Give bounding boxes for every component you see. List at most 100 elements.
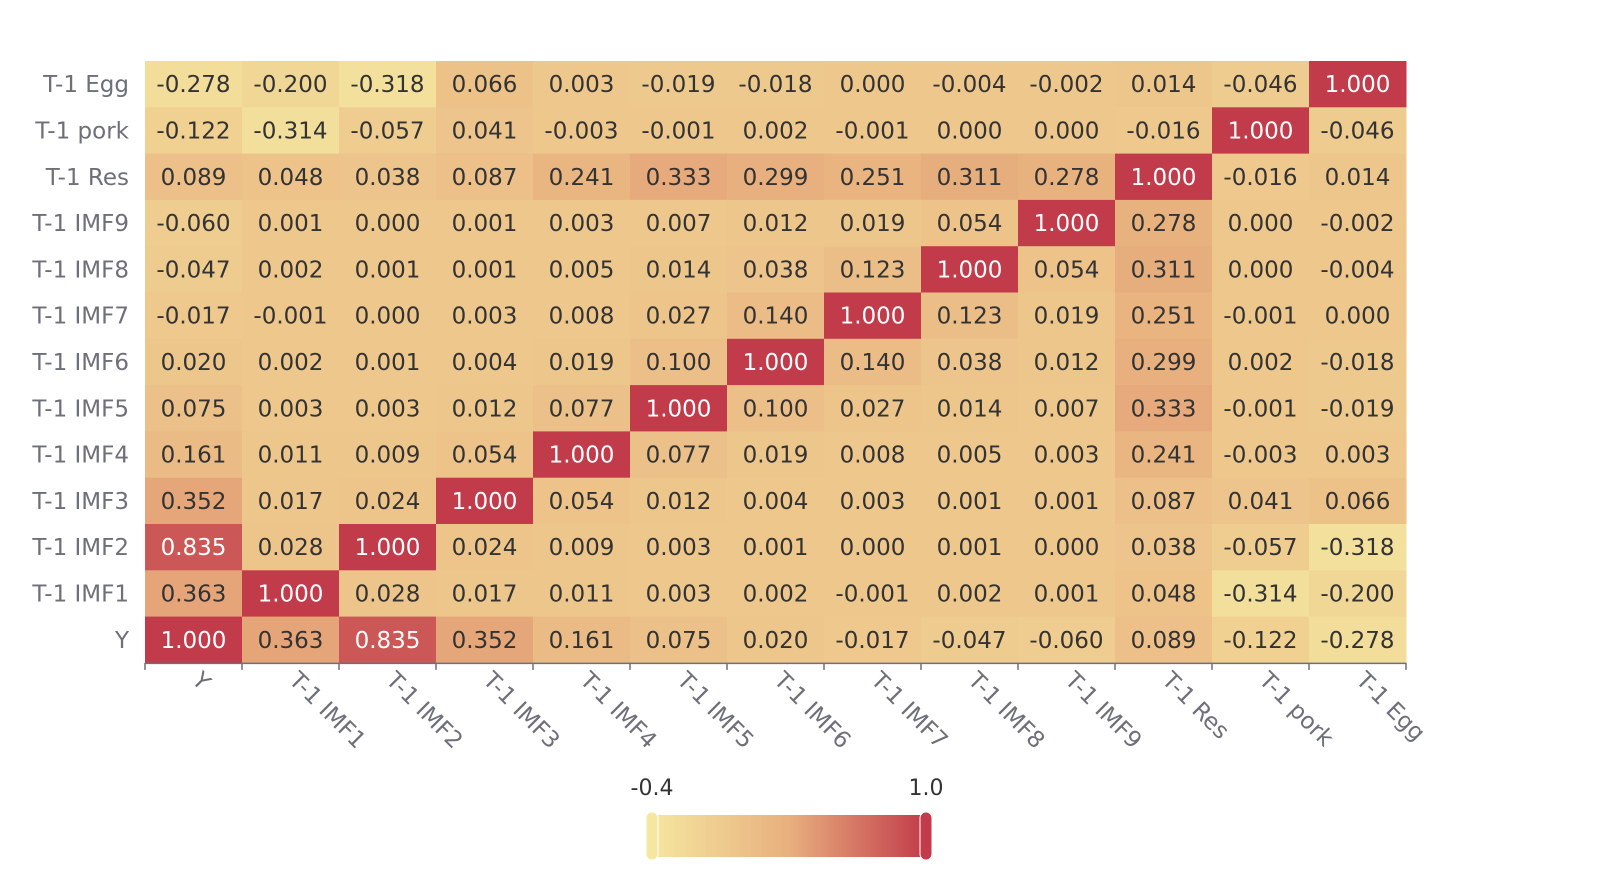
heatmap-cell[interactable] <box>533 616 631 664</box>
heatmap-cell[interactable] <box>727 246 825 293</box>
heatmap-cell[interactable] <box>436 338 534 386</box>
heatmap-cell[interactable] <box>1309 431 1407 479</box>
heatmap-cell[interactable] <box>436 292 534 340</box>
heatmap-cell[interactable] <box>1018 246 1116 293</box>
heatmap-cell[interactable] <box>630 292 728 340</box>
heatmap-cell[interactable] <box>242 477 340 525</box>
heatmap-cell[interactable] <box>921 385 1019 432</box>
heatmap-cell[interactable] <box>727 431 825 479</box>
heatmap-cell[interactable] <box>533 385 631 432</box>
heatmap-cell[interactable] <box>824 616 922 664</box>
heatmap-cell[interactable] <box>1018 199 1116 247</box>
heatmap-cell[interactable] <box>1309 385 1407 432</box>
heatmap-cell[interactable] <box>436 477 534 525</box>
heatmap-cell[interactable] <box>921 292 1019 340</box>
heatmap-cell[interactable] <box>727 570 825 618</box>
heatmap-cell[interactable] <box>436 524 534 571</box>
heatmap-cell[interactable] <box>630 153 728 201</box>
heatmap-cell[interactable] <box>242 431 340 479</box>
heatmap-cell[interactable] <box>630 385 728 432</box>
heatmap-cell[interactable] <box>1212 385 1310 432</box>
heatmap-cell[interactable] <box>630 431 728 479</box>
visual-map-min-handle[interactable] <box>645 811 659 861</box>
heatmap-cell[interactable] <box>727 338 825 386</box>
heatmap-cell[interactable] <box>727 61 825 108</box>
heatmap-cell[interactable] <box>1212 292 1310 340</box>
heatmap-cell[interactable] <box>630 616 728 664</box>
heatmap-cell[interactable] <box>145 385 243 432</box>
heatmap-cell[interactable] <box>630 107 728 155</box>
heatmap-cell[interactable] <box>1018 61 1116 108</box>
heatmap-cell[interactable] <box>436 61 534 108</box>
heatmap-cell[interactable] <box>145 153 243 201</box>
visual-map-max-handle[interactable] <box>919 811 933 861</box>
heatmap-cell[interactable] <box>242 292 340 340</box>
heatmap-cell[interactable] <box>824 524 922 571</box>
heatmap-cell[interactable] <box>921 338 1019 386</box>
heatmap-cell[interactable] <box>1212 107 1310 155</box>
heatmap-cell[interactable] <box>145 61 243 108</box>
heatmap-cell[interactable] <box>339 385 437 432</box>
heatmap-cell[interactable] <box>727 107 825 155</box>
heatmap-cell[interactable] <box>1309 616 1407 664</box>
heatmap-cell[interactable] <box>824 477 922 525</box>
heatmap-cell[interactable] <box>1212 477 1310 525</box>
heatmap-cell[interactable] <box>630 477 728 525</box>
heatmap-cell[interactable] <box>145 524 243 571</box>
heatmap-cell[interactable] <box>824 107 922 155</box>
heatmap-cell[interactable] <box>824 246 922 293</box>
heatmap-cell[interactable] <box>921 431 1019 479</box>
heatmap-cell[interactable] <box>1115 524 1213 571</box>
heatmap-cell[interactable] <box>824 385 922 432</box>
heatmap-cell[interactable] <box>1115 199 1213 247</box>
heatmap-cell[interactable] <box>921 246 1019 293</box>
heatmap-cell[interactable] <box>824 431 922 479</box>
heatmap-cell[interactable] <box>1115 385 1213 432</box>
heatmap-cell[interactable] <box>533 246 631 293</box>
heatmap-cell[interactable] <box>339 524 437 571</box>
heatmap-cell[interactable] <box>1018 524 1116 571</box>
heatmap-cell[interactable] <box>533 199 631 247</box>
heatmap-cell[interactable] <box>1309 570 1407 618</box>
heatmap-cell[interactable] <box>824 61 922 108</box>
heatmap-cell[interactable] <box>921 524 1019 571</box>
heatmap-cell[interactable] <box>1212 338 1310 386</box>
heatmap-cell[interactable] <box>1018 153 1116 201</box>
heatmap-cell[interactable] <box>339 61 437 108</box>
heatmap-cell[interactable] <box>824 199 922 247</box>
heatmap-cell[interactable] <box>630 524 728 571</box>
heatmap-cell[interactable] <box>1115 477 1213 525</box>
heatmap-cell[interactable] <box>630 61 728 108</box>
heatmap-cell[interactable] <box>436 431 534 479</box>
heatmap-cell[interactable] <box>630 570 728 618</box>
heatmap-cell[interactable] <box>242 199 340 247</box>
heatmap-cell[interactable] <box>1212 431 1310 479</box>
heatmap-cell[interactable] <box>339 477 437 525</box>
heatmap-cell[interactable] <box>1212 524 1310 571</box>
heatmap-cell[interactable] <box>1309 338 1407 386</box>
heatmap-cell[interactable] <box>1018 385 1116 432</box>
heatmap-cell[interactable] <box>1018 431 1116 479</box>
heatmap-cell[interactable] <box>145 338 243 386</box>
heatmap-cell[interactable] <box>1018 338 1116 386</box>
heatmap-cell[interactable] <box>1309 477 1407 525</box>
heatmap-cell[interactable] <box>145 292 243 340</box>
heatmap-cell[interactable] <box>1309 199 1407 247</box>
heatmap-cell[interactable] <box>436 199 534 247</box>
heatmap-cell[interactable] <box>1115 246 1213 293</box>
heatmap-cell[interactable] <box>1212 199 1310 247</box>
heatmap-cell[interactable] <box>921 107 1019 155</box>
heatmap-cell[interactable] <box>436 246 534 293</box>
heatmap-cell[interactable] <box>533 477 631 525</box>
heatmap-cell[interactable] <box>339 246 437 293</box>
heatmap-cell[interactable] <box>1212 61 1310 108</box>
heatmap-cell[interactable] <box>145 107 243 155</box>
heatmap-cell[interactable] <box>533 431 631 479</box>
heatmap-cell[interactable] <box>1309 61 1407 108</box>
heatmap-cell[interactable] <box>1212 246 1310 293</box>
heatmap-cell[interactable] <box>242 616 340 664</box>
heatmap-cell[interactable] <box>1115 570 1213 618</box>
heatmap-cell[interactable] <box>727 199 825 247</box>
heatmap-cell[interactable] <box>1018 616 1116 664</box>
heatmap-cell[interactable] <box>921 153 1019 201</box>
